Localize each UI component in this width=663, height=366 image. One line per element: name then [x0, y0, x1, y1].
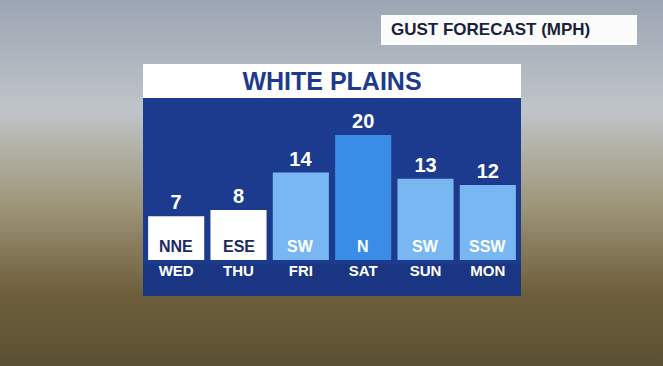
svg-text:13: 13 [414, 154, 436, 176]
svg-text:SSW: SSW [469, 238, 506, 255]
svg-text:SUN: SUN [410, 262, 442, 279]
svg-text:NNE: NNE [159, 238, 193, 255]
svg-text:N: N [357, 238, 369, 255]
svg-text:MON: MON [470, 262, 505, 279]
html-text:GUST FORECAST (MPH): GUST FORECAST (MPH) [391, 20, 591, 39]
svg-text:SAT: SAT [349, 262, 378, 279]
svg-text:THU: THU [223, 262, 254, 279]
svg-text:FRI: FRI [289, 262, 313, 279]
svg-text:ESE: ESE [223, 238, 255, 255]
svg-text:12: 12 [477, 160, 499, 182]
svg-text:SW: SW [287, 238, 314, 255]
svg-text:7: 7 [171, 191, 182, 213]
svg-text:20: 20 [352, 110, 374, 132]
svg-text:14: 14 [289, 148, 312, 170]
html-text:WHITE PLAINS: WHITE PLAINS [242, 67, 422, 95]
svg-text:WED: WED [159, 262, 194, 279]
svg-text:8: 8 [233, 185, 244, 207]
svg-text:SW: SW [412, 238, 439, 255]
